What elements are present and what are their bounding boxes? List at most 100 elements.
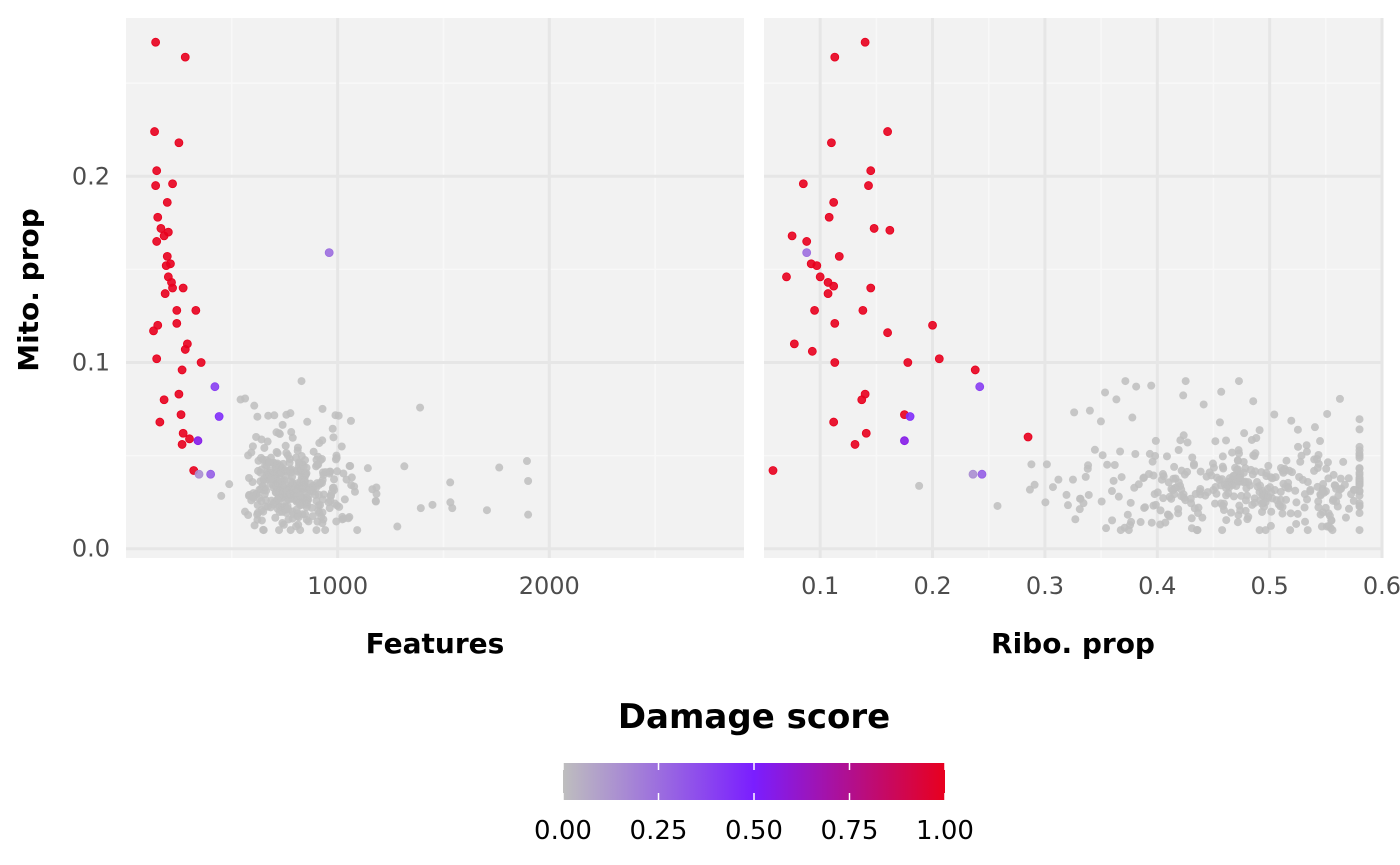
scatter-point <box>812 261 822 271</box>
scatter-point-low-damage <box>273 449 282 458</box>
scatter-point-low-damage <box>1218 526 1227 535</box>
scatter-point-low-damage <box>302 463 311 472</box>
scatter-point <box>885 225 895 235</box>
scatter-point-low-damage <box>1241 477 1250 486</box>
scatter-point-low-damage <box>1233 456 1242 465</box>
scatter-point-low-damage <box>1183 438 1192 447</box>
scatter-point-low-damage <box>1355 464 1364 473</box>
scatter-point-low-damage <box>1250 452 1259 461</box>
scatter-point <box>1023 432 1033 442</box>
scatter-point <box>150 127 159 136</box>
scatter-point-low-damage <box>522 457 531 466</box>
scatter-point-low-damage <box>1302 447 1311 456</box>
scatter-point-low-damage <box>1327 516 1336 525</box>
scatter-point-low-damage <box>1189 461 1198 470</box>
scatter-point-low-damage <box>1112 395 1121 404</box>
scatter-point-low-damage <box>1285 466 1294 475</box>
scatter-point-low-damage <box>272 482 281 491</box>
scatter-point-low-damage <box>1192 526 1201 535</box>
scatter-point-low-damage <box>1162 452 1171 461</box>
scatter-point <box>153 212 163 222</box>
scatter-point-low-damage <box>1211 499 1220 508</box>
scatter-point-low-damage <box>400 462 409 471</box>
scatter-point-low-damage <box>1212 489 1221 498</box>
scatter-point <box>149 326 158 336</box>
scatter-point <box>177 365 187 375</box>
scatter-point <box>178 428 188 438</box>
scatter-point <box>830 52 840 62</box>
scatter-point-low-damage <box>303 417 312 426</box>
scatter-point-low-damage <box>1322 464 1331 473</box>
scatter-point-low-damage <box>1267 507 1276 516</box>
scatter-point-low-damage <box>314 480 323 489</box>
scatter-point-low-damage <box>263 437 272 446</box>
scatter-point <box>810 305 819 315</box>
scatter-point-low-damage <box>1177 485 1186 494</box>
scatter-point-low-damage <box>283 505 292 514</box>
y-tick-label: 0.1 <box>72 348 110 376</box>
scatter-point-low-damage <box>1317 522 1326 531</box>
scatter-point-low-damage <box>258 482 267 491</box>
gridlines <box>764 18 1384 558</box>
scatter-point <box>934 354 944 364</box>
scatter-point <box>905 412 915 421</box>
scatter-point-low-damage <box>1101 388 1110 397</box>
scatter-point-low-damage <box>1292 498 1301 507</box>
scatter-point-low-damage <box>295 491 304 500</box>
scatter-point-low-damage <box>446 478 455 487</box>
scatter-point-low-damage <box>260 490 269 499</box>
scatter-point-low-damage <box>1123 510 1132 519</box>
scatter-point <box>802 237 812 246</box>
scatter-point-low-damage <box>1097 497 1106 506</box>
x-tick-label: 0.3 <box>1026 572 1064 600</box>
scatter-point-low-damage <box>1136 518 1145 527</box>
scatter-point <box>864 181 873 190</box>
scatter-point-low-damage <box>217 491 226 500</box>
scatter-point-low-damage <box>1030 480 1039 489</box>
scatter-point-low-damage <box>260 443 269 452</box>
y-axis: Mito. prop 0.0 0.1 0.2 <box>12 162 110 562</box>
scatter-point-low-damage <box>1126 498 1135 507</box>
scatter-point-low-damage <box>257 506 266 515</box>
scatter-point-low-damage <box>1355 509 1364 518</box>
scatter-point-low-damage <box>317 512 326 521</box>
scatter-point-low-damage <box>1170 462 1179 471</box>
scatter-point-low-damage <box>1164 478 1173 487</box>
scatter-point-low-damage <box>372 483 381 492</box>
scatter-point-low-damage <box>1355 491 1364 500</box>
scatter-point <box>206 469 216 479</box>
scatter-point-low-damage <box>257 465 266 474</box>
scatter-point-low-damage <box>1042 460 1051 469</box>
scatter-point-low-damage <box>249 492 258 501</box>
scatter-point-low-damage <box>1158 470 1167 479</box>
scatter-point-low-damage <box>1108 516 1117 525</box>
scatter-point-low-damage <box>1132 382 1141 391</box>
scatter-point <box>194 469 204 479</box>
scatter-point-low-damage <box>1084 490 1093 499</box>
scatter-point-low-damage <box>241 507 250 516</box>
scatter-point-low-damage <box>1355 446 1364 455</box>
scatter-point-low-damage <box>1267 488 1276 497</box>
scatter-point <box>823 289 833 298</box>
scatter-point-low-damage <box>337 442 346 451</box>
scatter-point-low-damage <box>1114 492 1123 501</box>
scatter-point <box>827 138 836 148</box>
scatter-point-low-damage <box>1149 471 1158 480</box>
scatter-point-low-damage <box>1323 409 1332 418</box>
scatter-point-low-damage <box>1071 515 1080 524</box>
scatter-point-low-damage <box>1241 506 1250 515</box>
scatter-point-low-damage <box>1324 509 1333 518</box>
scatter-point-low-damage <box>319 470 328 479</box>
scatter-point-low-damage <box>1355 526 1364 535</box>
scatter-point-low-damage <box>1284 484 1293 493</box>
scatter-point <box>152 166 162 176</box>
scatter-point-low-damage <box>332 517 341 526</box>
scatter-point-low-damage <box>416 504 425 513</box>
scatter-point-low-damage <box>300 484 309 493</box>
scatter-point-low-damage <box>1156 506 1165 515</box>
scatter-point-low-damage <box>1110 460 1119 469</box>
scatter-point-low-damage <box>250 521 259 530</box>
scatter-point-low-damage <box>271 513 280 522</box>
scatter-point-low-damage <box>331 411 340 420</box>
scatter-point-low-damage <box>1174 445 1183 454</box>
